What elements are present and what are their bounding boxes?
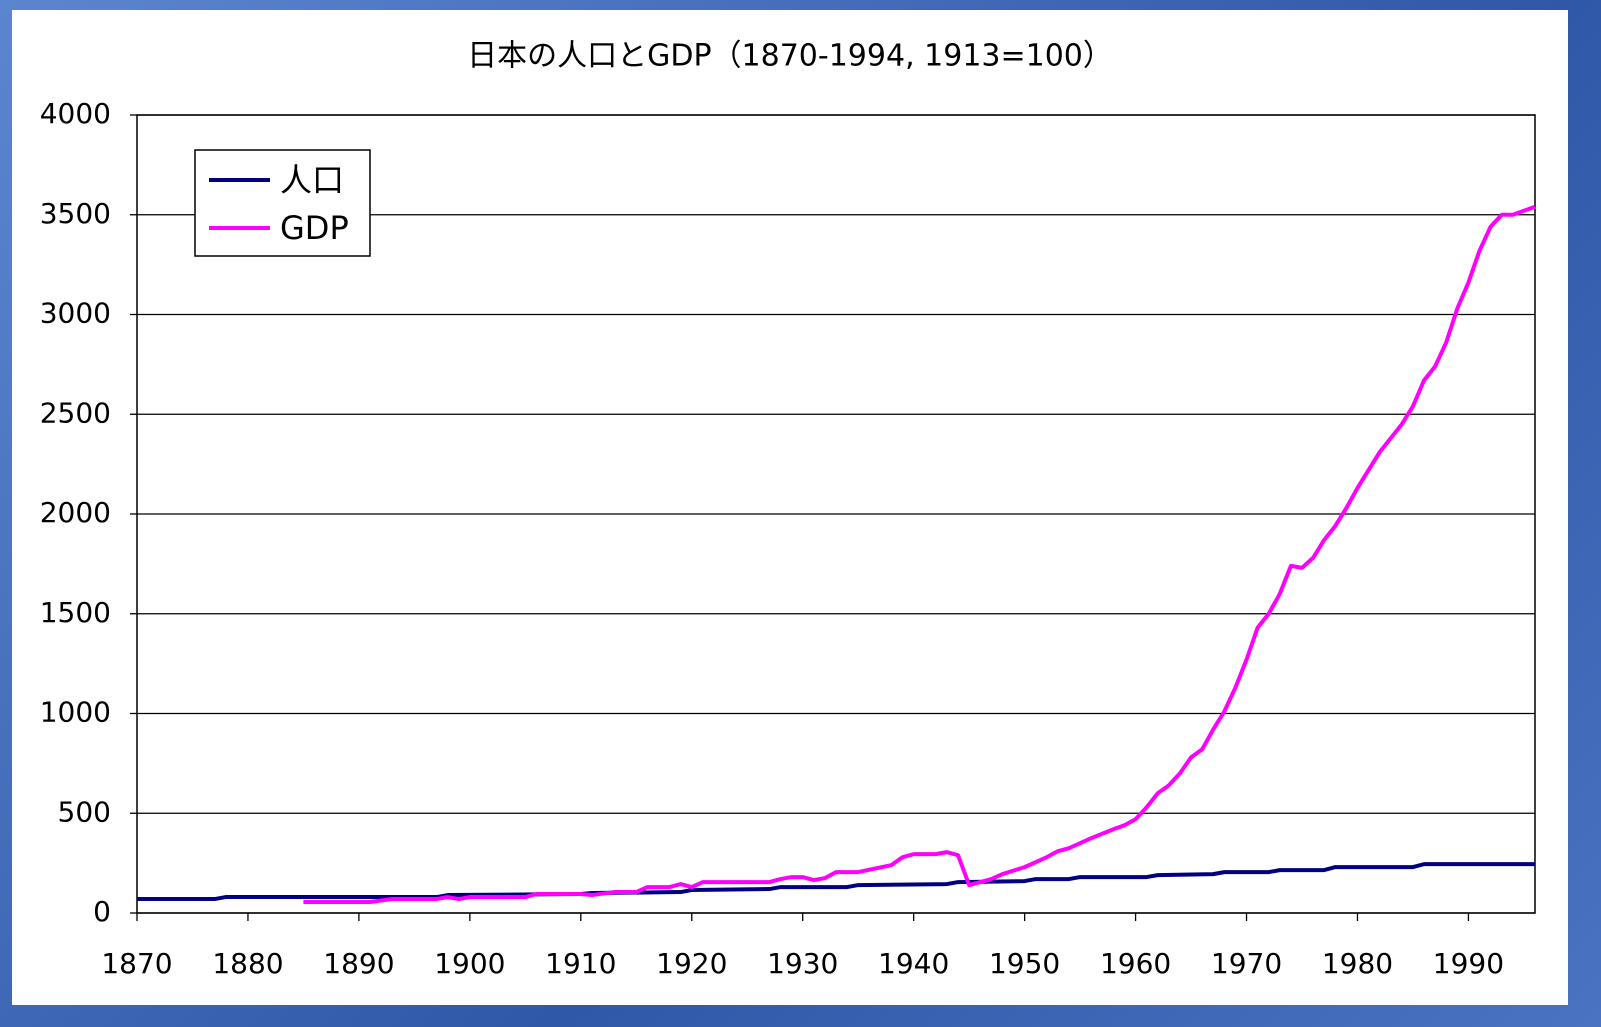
y-tick-label: 1500: [40, 596, 111, 629]
y-tick-label: 1000: [40, 696, 111, 729]
legend-box: [194, 149, 371, 257]
x-tick-label: 1950: [989, 947, 1060, 980]
chart-title: 日本の人口とGDP（1870-1994, 1913=100）: [467, 39, 1113, 74]
x-tick-label: 1910: [545, 947, 616, 980]
legend-label: GDP: [280, 209, 349, 247]
x-tick-label: 1900: [434, 947, 505, 980]
x-tick-label: 1930: [767, 947, 838, 980]
legend-label: 人口: [280, 161, 344, 199]
data-line: [303, 204, 1536, 905]
x-tick-label: 1970: [1211, 947, 1282, 980]
y-tick-label: 4000: [40, 97, 111, 130]
y-tick-label: 0: [93, 895, 111, 928]
y-tick-label: 3000: [40, 297, 111, 330]
x-tick-label: 1960: [1100, 947, 1171, 980]
x-tick-label: 1880: [212, 947, 283, 980]
plot-border: [136, 114, 1536, 914]
x-tick-label: 1870: [101, 947, 172, 980]
x-tick-label: 1940: [878, 947, 949, 980]
y-tick-label: 500: [58, 795, 111, 828]
y-tick-label: 2500: [40, 396, 111, 429]
y-tick-label: 2000: [40, 496, 111, 529]
x-tick-label: 1980: [1322, 947, 1393, 980]
x-tick-label: 1890: [323, 947, 394, 980]
x-tick-label: 1990: [1433, 947, 1504, 980]
y-tick-label: 3500: [40, 197, 111, 230]
x-tick-label: 1920: [656, 947, 727, 980]
